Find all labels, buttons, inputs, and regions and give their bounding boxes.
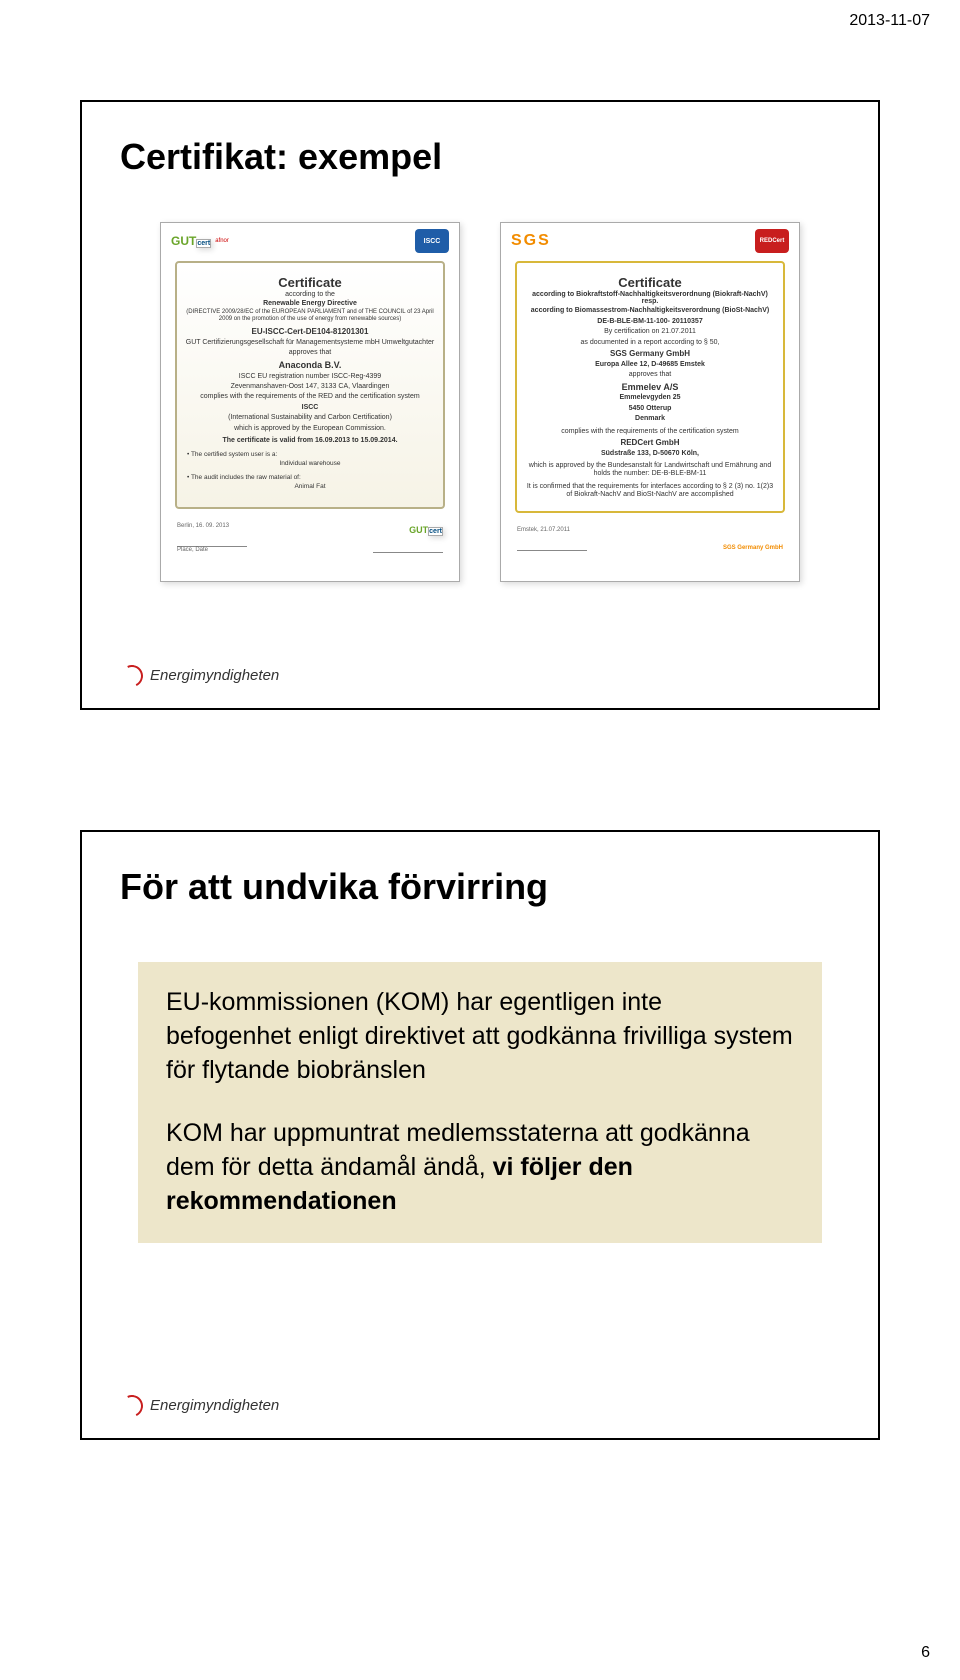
cert-b-title: Certificate: [525, 275, 775, 290]
para-2: KOM har uppmuntrat medlemsstaterna att g…: [166, 1117, 794, 1218]
cert-a-body: Certificate according to the Renewable E…: [175, 261, 445, 509]
slide-2: För att undvika förvirring EU-kommission…: [80, 830, 880, 1440]
cert-b-body: Certificate according to Biokraftstoff-N…: [515, 261, 785, 513]
slide2-title: För att undvika förvirring: [120, 866, 548, 908]
certificate-sgs: SGS REDCert Certificate according to Bio…: [500, 222, 800, 582]
para-1: EU-kommissionen (KOM) har egentligen int…: [166, 986, 794, 1087]
footer-logo-1: Energimyndigheten: [120, 664, 279, 686]
slide1-title: Certifikat: exempel: [120, 136, 442, 178]
footer-logo-text-2: Energimyndigheten: [150, 1397, 279, 1414]
highlight-box: EU-kommissionen (KOM) har egentligen int…: [138, 962, 822, 1243]
cert-b-footer: Emstek, 21.07.2011 SGS Germany GmbH: [501, 523, 799, 559]
cert-a-title: Certificate: [185, 275, 435, 290]
cert-a-header: GUTcert afnor ISCC: [161, 223, 459, 255]
gutcert-logo: GUTcert afnor: [171, 233, 229, 249]
redcert-badge-icon: REDCert: [755, 229, 789, 253]
page-date: 2013-11-07: [849, 12, 930, 30]
slide-1: Certifikat: exempel GUTcert afnor ISCC C…: [80, 100, 880, 710]
energimyndigheten-icon: [120, 664, 142, 686]
footer-logo-text-1: Energimyndigheten: [150, 667, 279, 684]
footer-logo-2: Energimyndigheten: [120, 1394, 279, 1416]
cert-b-header: SGS REDCert: [501, 223, 799, 255]
sgs-logo: SGS: [511, 233, 551, 249]
certificate-row: GUTcert afnor ISCC Certificate according…: [152, 222, 808, 582]
cert-a-footer: Berlin, 16. 09. 2013 Place, Date GUTcert: [161, 519, 459, 561]
afnor-label: afnor: [215, 238, 229, 244]
iscc-badge-icon: ISCC: [415, 229, 449, 253]
certificate-gutcert: GUTcert afnor ISCC Certificate according…: [160, 222, 460, 582]
page-number: 6: [921, 1644, 930, 1662]
energimyndigheten-icon: [120, 1394, 142, 1416]
